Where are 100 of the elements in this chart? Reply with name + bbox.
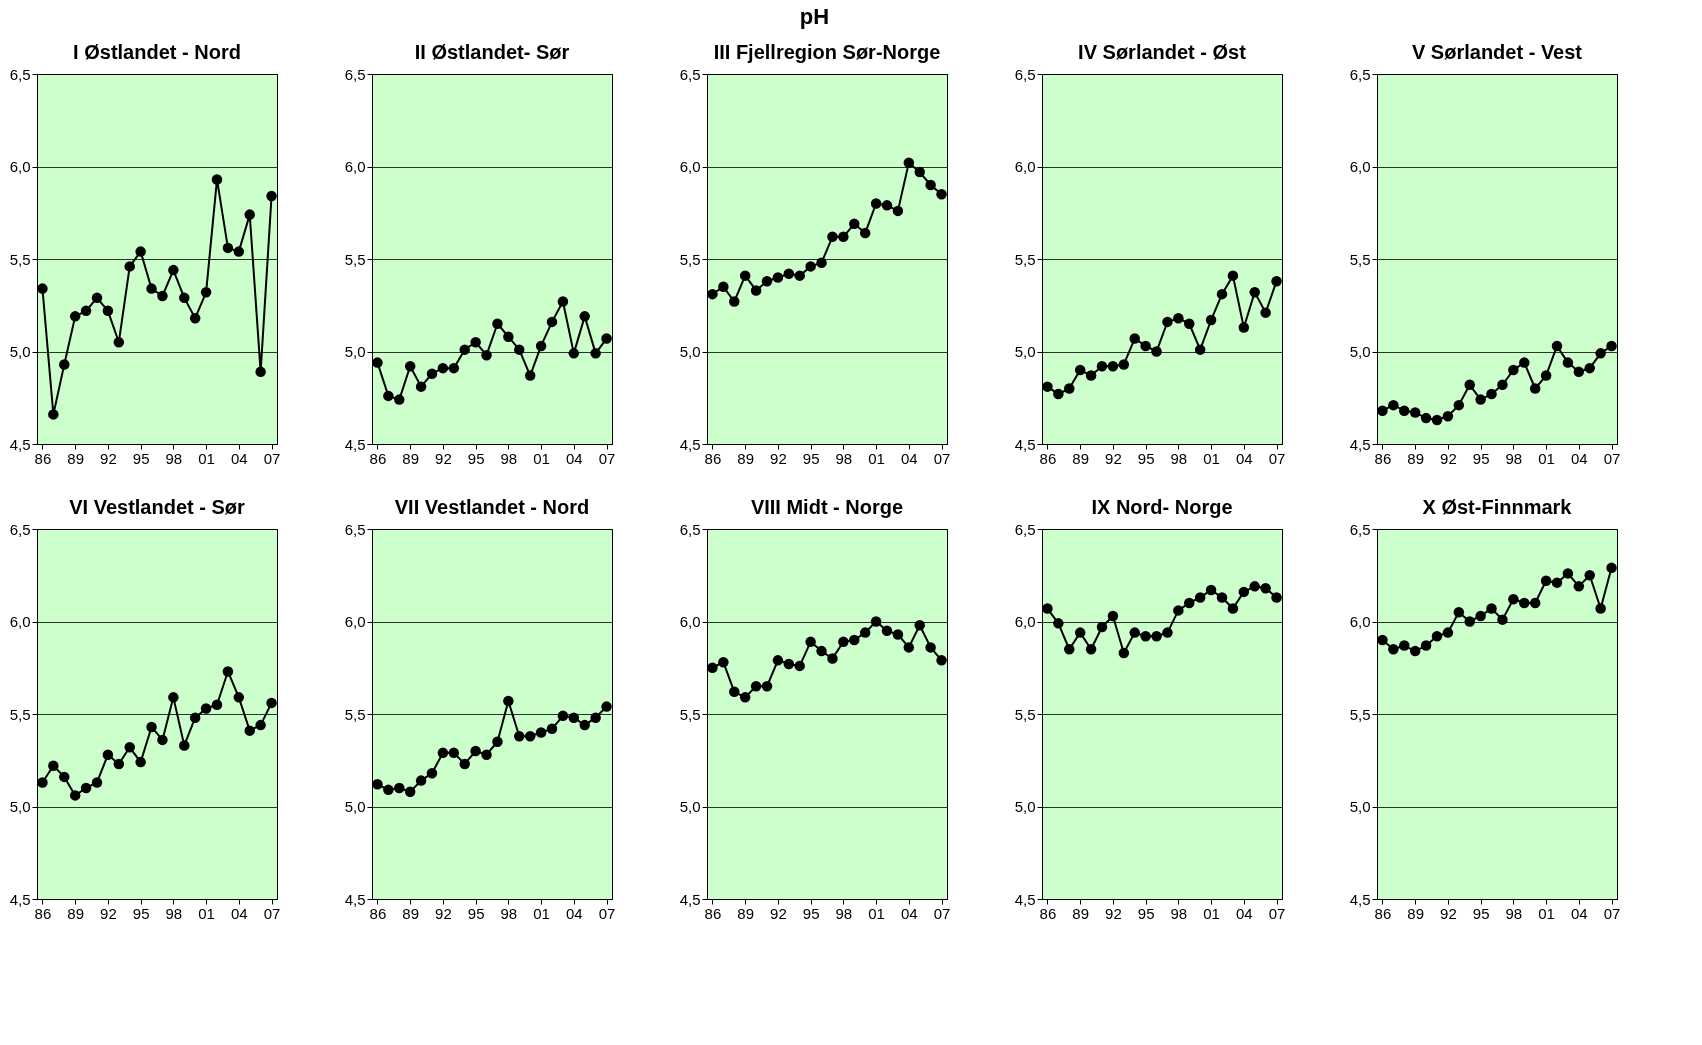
point	[1260, 582, 1271, 594]
point	[557, 710, 569, 722]
point	[892, 205, 904, 217]
point	[1216, 288, 1228, 300]
y-tick-label: 5,5	[344, 705, 366, 723]
y-tick-label: 5,0	[679, 798, 701, 815]
point	[255, 719, 266, 731]
point	[59, 771, 70, 783]
point	[1271, 275, 1282, 287]
point	[1107, 610, 1119, 622]
x-tick-label: 04	[565, 449, 583, 467]
x-tick-label: 95	[132, 449, 150, 467]
x-tick-label: 07	[598, 449, 616, 467]
y-tick-label: 5,0	[1349, 798, 1371, 815]
point	[372, 357, 383, 368]
point	[1399, 640, 1410, 651]
point	[211, 174, 223, 185]
point	[1573, 581, 1585, 592]
point	[1431, 414, 1443, 426]
y-tick-label: 5,0	[1349, 343, 1371, 360]
point	[936, 189, 947, 200]
y-tick-label: 5,0	[1014, 343, 1036, 360]
y-tick-label: 6,5	[679, 65, 701, 83]
x-tick-label: 89	[67, 449, 85, 467]
point	[1388, 399, 1399, 411]
point	[168, 692, 179, 703]
point	[404, 786, 416, 797]
point	[481, 749, 492, 760]
point	[838, 636, 849, 648]
x-tick-label: 98	[835, 449, 853, 467]
point	[1529, 383, 1541, 394]
point	[1595, 603, 1606, 614]
text: pH	[799, 3, 830, 29]
y-tick-label: 5,0	[344, 343, 366, 360]
y-tick-label: 5,0	[344, 798, 366, 815]
point	[211, 699, 223, 710]
x-tick-label: 98	[165, 449, 183, 467]
point	[157, 734, 168, 746]
x-tick-label: 07	[1268, 904, 1286, 922]
point	[503, 695, 514, 707]
point	[1453, 607, 1465, 618]
x-tick-label: 98	[835, 904, 853, 922]
x-tick-label: 86	[369, 449, 387, 467]
point	[1508, 364, 1519, 376]
y-tick-label: 4,5	[1014, 435, 1036, 453]
y-tick-label: 6,5	[1349, 65, 1371, 83]
point	[1399, 405, 1410, 416]
y-tick-label: 6,5	[344, 520, 366, 538]
point	[870, 198, 882, 209]
y-tick-label: 6,5	[1014, 520, 1036, 538]
point	[1227, 270, 1239, 281]
chart-title: VI Vestlandet - Sør	[69, 496, 246, 518]
point	[222, 666, 234, 677]
point	[816, 257, 827, 268]
point	[1162, 627, 1173, 638]
point	[1595, 348, 1606, 359]
point	[37, 777, 48, 788]
x-tick-label: 92	[770, 449, 787, 467]
point	[1442, 627, 1454, 638]
point	[1096, 621, 1108, 633]
point	[707, 662, 718, 673]
point	[1194, 344, 1206, 355]
x-tick-label: 95	[802, 449, 820, 467]
x-tick-label: 95	[467, 904, 485, 922]
point	[1216, 592, 1228, 603]
point	[124, 261, 135, 272]
chart-title: I Østlandet - Nord	[73, 41, 241, 63]
point	[546, 316, 558, 328]
point	[1173, 312, 1184, 324]
point	[870, 616, 882, 627]
point	[925, 642, 936, 653]
point	[1205, 314, 1217, 326]
x-tick-label: 04	[230, 904, 248, 922]
point	[1064, 644, 1075, 655]
x-tick-label: 04	[1235, 904, 1253, 922]
point	[849, 218, 860, 230]
x-tick-label: 86	[704, 449, 722, 467]
x-tick-label: 98	[1505, 449, 1523, 467]
y-tick-label: 5,5	[9, 250, 31, 268]
x-tick-label: 86	[1374, 904, 1392, 922]
point	[1606, 340, 1617, 352]
point	[233, 246, 245, 257]
point	[1475, 610, 1486, 622]
x-tick-label: 01	[1538, 904, 1555, 922]
point	[514, 344, 525, 355]
point	[903, 157, 915, 169]
point	[859, 627, 871, 638]
point	[590, 712, 601, 723]
point	[1129, 333, 1140, 344]
point	[849, 634, 860, 646]
point	[1042, 603, 1053, 614]
point	[524, 730, 536, 742]
x-tick-label: 95	[132, 904, 150, 922]
point	[761, 275, 773, 287]
point	[1540, 370, 1552, 381]
point	[481, 349, 492, 361]
x-tick-label: 01	[868, 449, 885, 467]
y-tick-label: 6,5	[679, 520, 701, 538]
point	[179, 292, 190, 304]
point	[48, 760, 59, 772]
